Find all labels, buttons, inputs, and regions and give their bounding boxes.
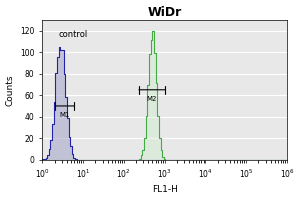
- X-axis label: FL1-H: FL1-H: [152, 185, 178, 194]
- Title: WiDr: WiDr: [148, 6, 182, 19]
- Text: M2: M2: [147, 96, 157, 102]
- Text: M1: M1: [59, 112, 70, 118]
- Y-axis label: Counts: Counts: [6, 74, 15, 106]
- Text: control: control: [58, 30, 88, 39]
